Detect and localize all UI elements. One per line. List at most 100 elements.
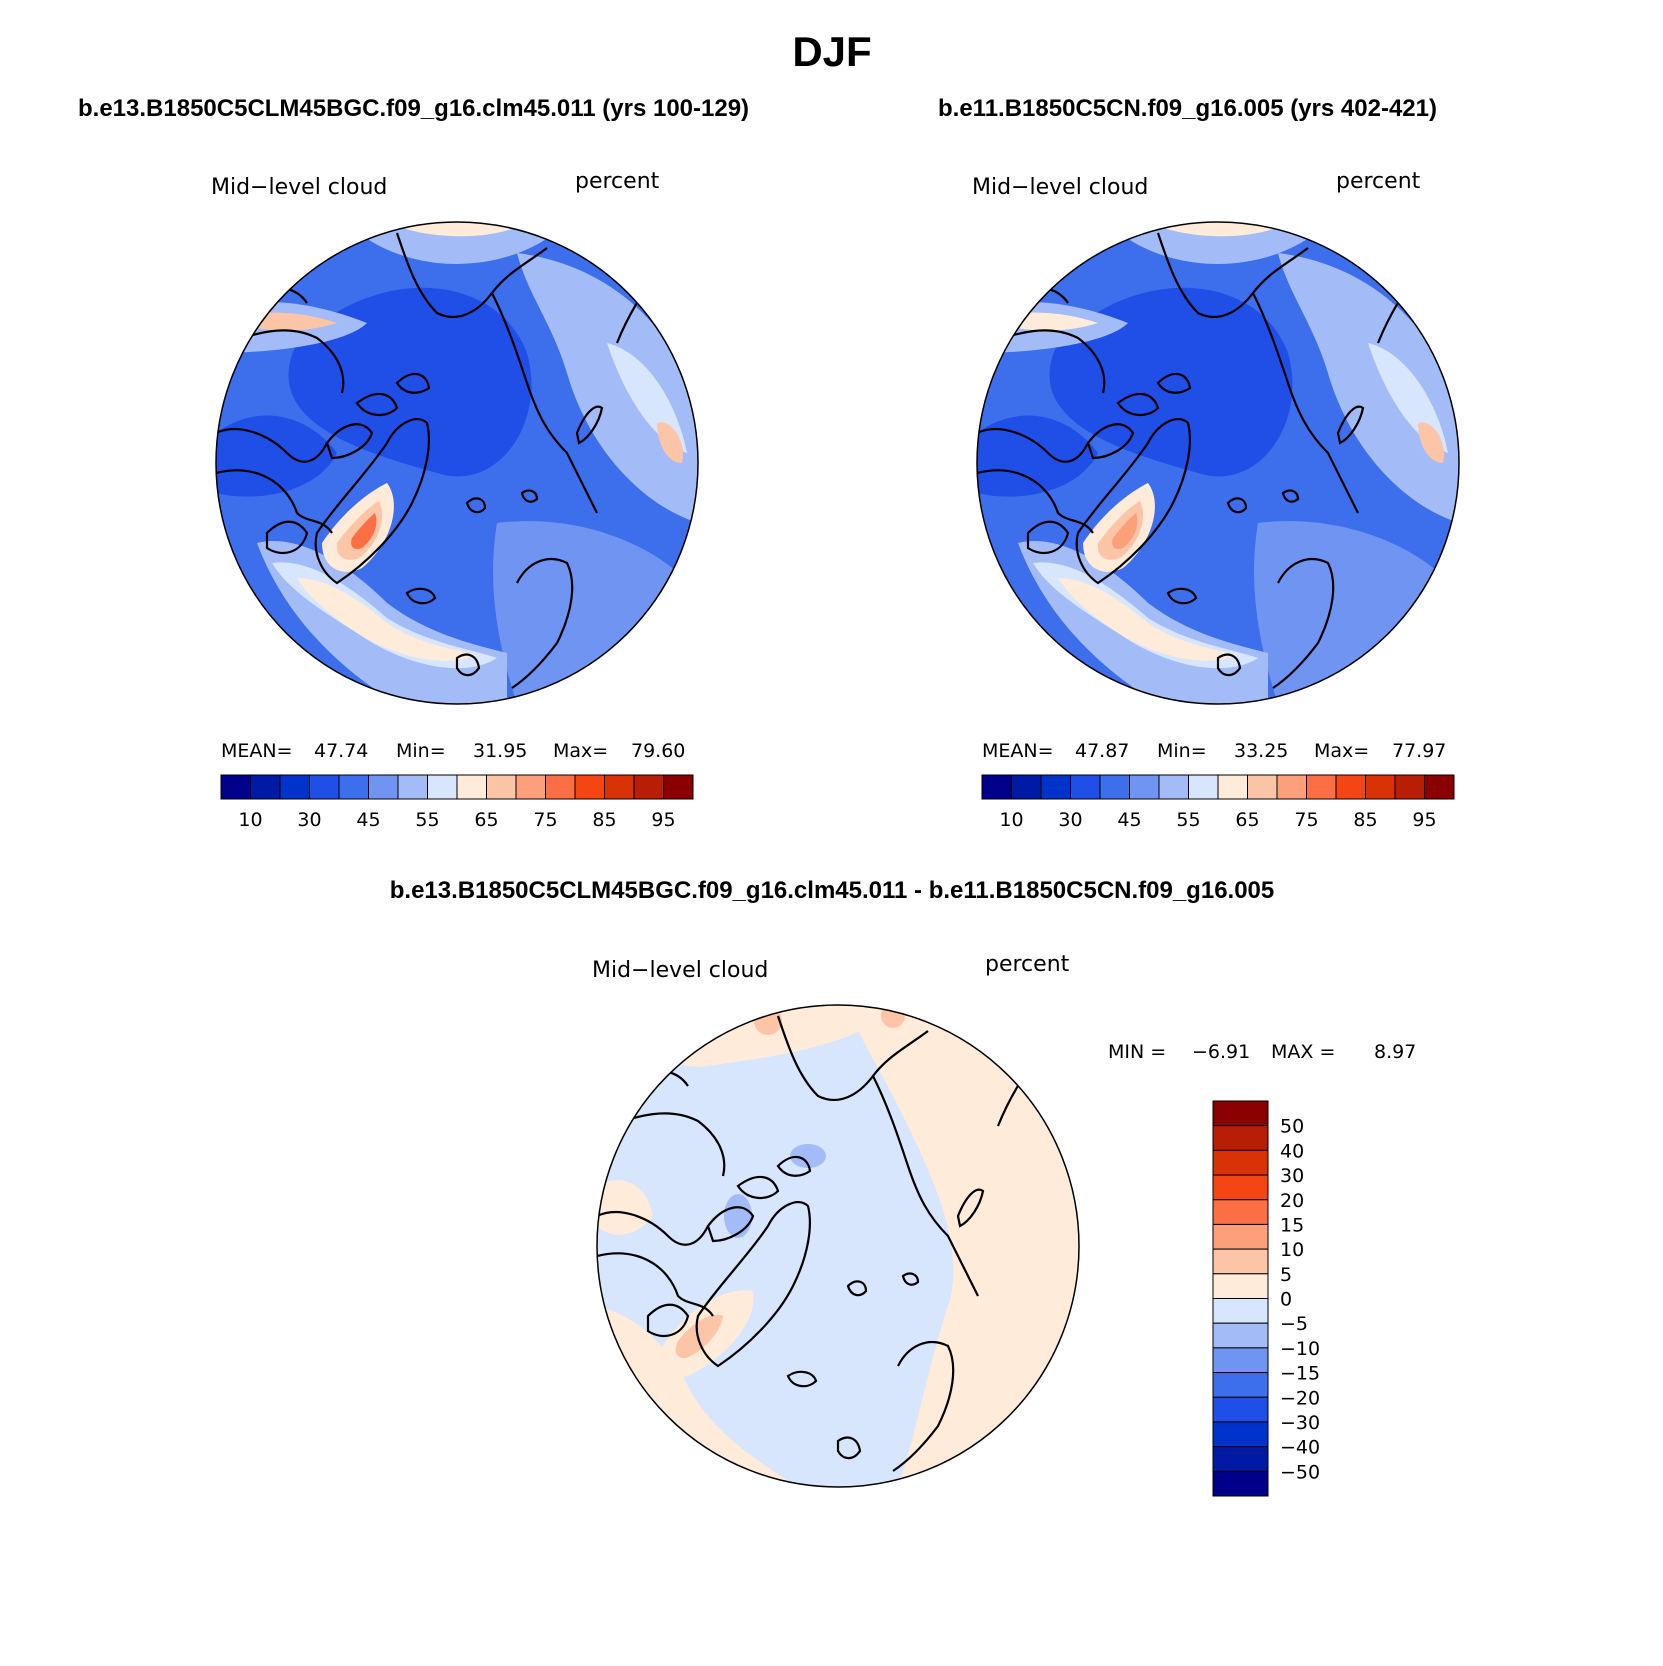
abs-colorbar-swatch (279, 774, 310, 800)
abs-colorbar-swatch (220, 774, 251, 800)
map-field-region (1148, 222, 1288, 237)
map-field-region (848, 1005, 1079, 1487)
diff-colorbar-tick-label: 50 (1280, 1116, 1304, 1138)
map-field-region (216, 415, 337, 497)
diff-colorbar-tick-label: 40 (1280, 1140, 1304, 1162)
abs-colorbar-tick-label: 45 (1117, 809, 1141, 831)
diff-colorbar-swatch (1212, 1470, 1269, 1497)
abs-colorbar-tick-label: 65 (474, 809, 498, 831)
diff-colorbar-tick-label: 0 (1280, 1289, 1292, 1311)
stat-max-label: Max= (1314, 740, 1369, 762)
units-label: percent (1336, 169, 1421, 194)
abs-colorbar-swatch (1306, 774, 1337, 800)
diff-colorbar-tick-label: 30 (1280, 1165, 1304, 1187)
abs-colorbar-swatch (663, 774, 694, 800)
diff-colorbar-swatch (1212, 1322, 1269, 1349)
diff-colorbar-swatch (1212, 1125, 1269, 1151)
panel-case-title: b.e13.B1850C5CLM45BGC.f09_g16.clm45.011 … (78, 95, 749, 122)
abs-colorbar-swatch (456, 774, 487, 800)
abs-colorbar-swatch (981, 774, 1012, 800)
abs-colorbar-tick-label: 30 (297, 809, 321, 831)
map-field-region (288, 287, 532, 477)
map-field-region (724, 1194, 752, 1238)
map-field-region (881, 1005, 905, 1028)
diff-colorbar-tick-label: −50 (1280, 1461, 1320, 1483)
abs-colorbar-swatch (427, 774, 458, 800)
stat-min-value: 33.25 (1234, 740, 1288, 762)
abs-colorbar-swatch (397, 774, 428, 800)
polar-map-difference (597, 1005, 1079, 1487)
variable-label: Mid−level cloud (972, 175, 1148, 200)
abs-colorbar-swatch (1247, 774, 1278, 800)
diff-colorbar-swatch (1212, 1174, 1269, 1201)
polar-map (216, 222, 698, 704)
panel-case-title: b.e11.B1850C5CN.f09_g16.005 (yrs 402-421… (938, 95, 1437, 122)
map-field-region (657, 422, 683, 463)
abs-colorbar-swatch (1070, 774, 1101, 800)
abs-colorbar-swatch (1011, 774, 1042, 800)
diff-case-title: b.e13.B1850C5CLM45BGC.f09_g16.clm45.011 … (390, 877, 1275, 904)
abs-colorbar-tick-label: 55 (1176, 809, 1200, 831)
abs-colorbar-swatch (1158, 774, 1189, 800)
abs-colorbar-tick-label: 95 (651, 809, 675, 831)
abs-colorbar-tick-label: 30 (1058, 809, 1082, 831)
abs-colorbar-swatch (368, 774, 399, 800)
diff-colorbar-tick-label: 20 (1280, 1190, 1304, 1212)
map-field-region (790, 1144, 826, 1168)
map-field-region (1418, 422, 1444, 463)
abs-colorbar-swatch (1365, 774, 1396, 800)
abs-colorbar-tick-label: 85 (592, 809, 616, 831)
diff-colorbar-swatch (1212, 1199, 1269, 1225)
map-field-region (675, 1314, 723, 1359)
units-label: percent (575, 169, 660, 194)
abs-colorbar-swatch (1099, 774, 1130, 800)
abs-colorbar-swatch (604, 774, 635, 800)
abs-colorbar-tick-label: 85 (1353, 809, 1377, 831)
diff-colorbar-tick-label: −5 (1280, 1313, 1308, 1335)
abs-colorbar-tick-label: 75 (533, 809, 557, 831)
abs-colorbar-swatch (1424, 774, 1455, 800)
abs-colorbar-swatch (1188, 774, 1219, 800)
abs-colorbar-swatch (1394, 774, 1425, 800)
diff-colorbar-swatch (1212, 1149, 1269, 1176)
stat-max-value: 79.60 (631, 740, 685, 762)
diff-colorbar-tick-label: 10 (1280, 1239, 1304, 1261)
diff-colorbar-tick-label: 5 (1280, 1264, 1292, 1286)
stat-max-value: 8.97 (1374, 1041, 1416, 1063)
diff-colorbar-swatch (1212, 1421, 1269, 1448)
stat-mean-value: 47.87 (1075, 740, 1129, 762)
diff-colorbar-swatch (1212, 1372, 1269, 1398)
diff-colorbar-swatch (1212, 1446, 1269, 1472)
polar-map (977, 222, 1459, 704)
map-field-region (297, 578, 477, 661)
abs-colorbar-swatch (1129, 774, 1160, 800)
map-field-region (347, 222, 567, 264)
diff-colorbar-swatch (1212, 1298, 1269, 1324)
abs-colorbar-swatch (515, 774, 546, 800)
map-field-region (597, 1180, 653, 1235)
stat-min-label: Min= (1157, 740, 1207, 762)
abs-colorbar-swatch (1217, 774, 1248, 800)
abs-colorbar-tick-label: 95 (1412, 809, 1436, 831)
abs-colorbar-tick-label: 55 (415, 809, 439, 831)
diff-colorbar-tick-label: −15 (1280, 1363, 1320, 1385)
map-field-region (1112, 513, 1138, 549)
map-field-region (977, 415, 1098, 497)
diff-colorbar-tick-label: −20 (1280, 1387, 1320, 1409)
stat-mean-label: MEAN= (221, 740, 293, 762)
map-field-region (1278, 253, 1459, 523)
abs-colorbar-tick-label: 10 (238, 809, 262, 831)
diff-colorbar-swatch (1212, 1347, 1269, 1374)
stat-mean-label: MEAN= (982, 740, 1054, 762)
stat-max-label: Max= (553, 740, 608, 762)
stat-min-value: 31.95 (473, 740, 527, 762)
map-field-region (1049, 287, 1293, 477)
variable-label: Mid−level cloud (211, 175, 387, 200)
stat-max-value: 77.97 (1392, 740, 1446, 762)
map-field-region (1108, 222, 1328, 264)
map-boundary (976, 221, 1460, 705)
diff-colorbar-tick-label: −30 (1280, 1412, 1320, 1434)
diff-colorbar-swatch (1212, 1396, 1269, 1423)
map-field-region (351, 513, 377, 549)
